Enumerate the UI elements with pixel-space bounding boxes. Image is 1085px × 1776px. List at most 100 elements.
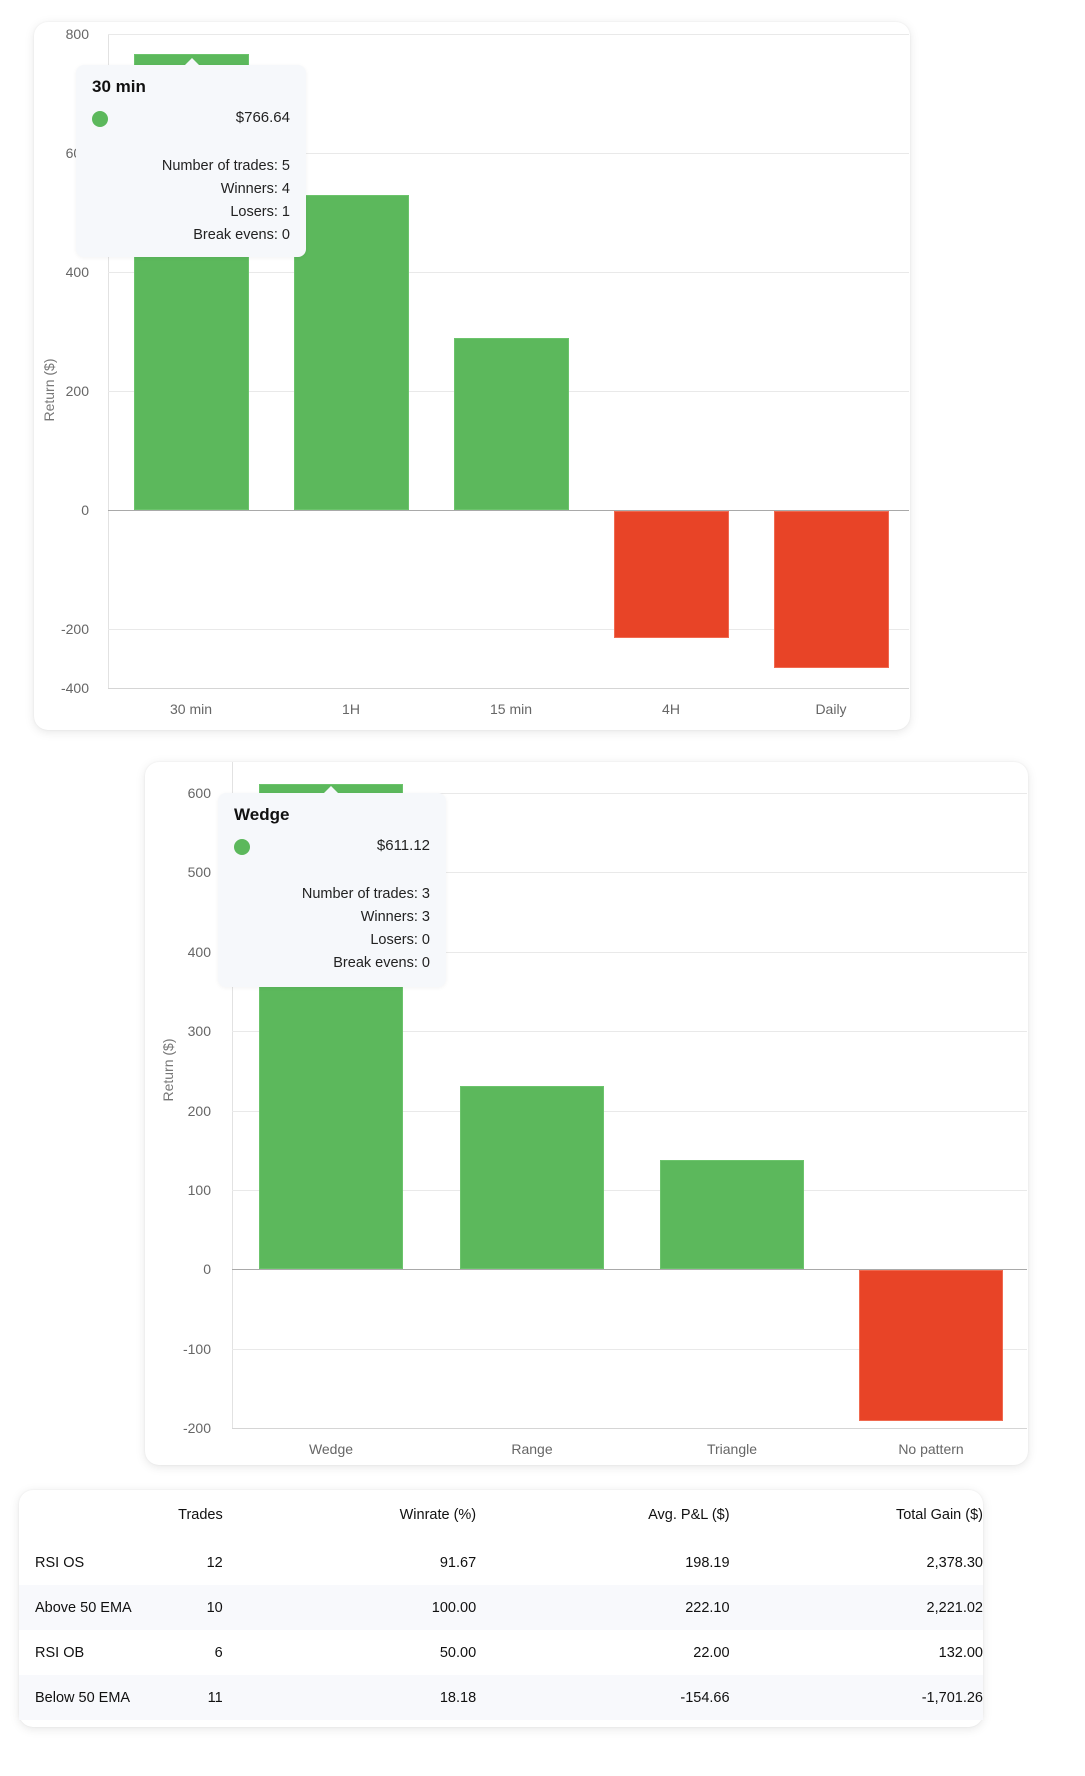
- header-total-gain[interactable]: Total Gain ($): [895, 1507, 983, 1523]
- x-label-15min: 15 min: [489, 701, 533, 717]
- gridline: [232, 1349, 1027, 1350]
- row-trades: 6: [214, 1644, 223, 1661]
- header-name: [19, 1490, 145, 1540]
- gridline: [108, 688, 909, 689]
- series-dot-icon: [92, 111, 108, 127]
- gridline: [108, 272, 909, 273]
- table-row: Above 50 EMA 10 100.00 222.10 2,221.02: [19, 1585, 983, 1630]
- table-row: RSI OB 6 50.00 22.00 132.00: [19, 1630, 983, 1675]
- header-winrate[interactable]: Winrate (%): [399, 1507, 477, 1523]
- row-winrate: 91.67: [439, 1554, 477, 1571]
- gridline: [108, 153, 909, 154]
- row-total-gain: 2,378.30: [926, 1554, 983, 1571]
- gridline: [232, 1111, 1027, 1112]
- gridline: [232, 793, 1027, 794]
- x-label-4h: 4H: [662, 701, 680, 717]
- y-tick-neg200: -200: [60, 621, 89, 637]
- x-label-1h: 1H: [342, 701, 360, 717]
- row-name: Above 50 EMA: [19, 1585, 145, 1630]
- zero-line: [108, 510, 909, 511]
- y-tick-200: 200: [187, 1103, 211, 1119]
- y-tick-600: 600: [187, 785, 211, 801]
- tooltip-trades: Number of trades: 3: [301, 886, 430, 902]
- x-label-no-pattern: No pattern: [898, 1441, 964, 1457]
- tooltip-trades: Number of trades: 5: [161, 158, 290, 174]
- tooltip-break-evens: Break evens: 0: [193, 227, 290, 243]
- table-header-row: Trades Winrate (%) Avg. P&L ($) Total Ga…: [19, 1490, 983, 1540]
- bar-triangle[interactable]: [660, 1160, 804, 1269]
- strategy-stats-table: Trades Winrate (%) Avg. P&L ($) Total Ga…: [19, 1490, 983, 1720]
- gridline: [108, 34, 909, 35]
- tooltip-title: 30 min: [92, 77, 146, 96]
- chart-tooltip: Wedge $611.12 Number of trades: 3 Winner…: [218, 786, 446, 987]
- y-tick-200: 200: [65, 383, 89, 399]
- tooltip-losers: Losers: 1: [230, 204, 290, 220]
- row-winrate: 18.18: [222, 1675, 477, 1720]
- tooltip-title: Wedge: [234, 805, 290, 824]
- tooltip-details: Number of trades: 3 Winners: 3 Losers: 0…: [302, 883, 430, 975]
- y-axis-line: [232, 762, 233, 1428]
- strategy-stats-table-card: Trades Winrate (%) Avg. P&L ($) Total Ga…: [19, 1490, 983, 1727]
- x-label-daily: Daily: [815, 701, 847, 717]
- x-label-triangle: Triangle: [706, 1441, 758, 1457]
- row-avg-pnl: -154.66: [476, 1675, 730, 1720]
- y-tick-neg100: -100: [182, 1341, 211, 1357]
- row-total-gain: 2,221.02: [729, 1585, 983, 1630]
- y-tick-300: 300: [187, 1023, 211, 1039]
- gridline: [232, 872, 1027, 873]
- zero-line: [232, 1269, 1027, 1270]
- gridline: [232, 1190, 1027, 1191]
- row-trades: 12: [206, 1554, 223, 1571]
- series-dot-icon: [234, 839, 250, 855]
- tooltip-winners: Winners: 4: [220, 181, 290, 197]
- row-avg-pnl: 22.00: [693, 1644, 730, 1661]
- header-avg-pnl[interactable]: Avg. P&L ($): [648, 1507, 730, 1523]
- tooltip-break-evens: Break evens: 0: [333, 955, 430, 971]
- y-tick-800: 800: [65, 26, 89, 42]
- bar-daily[interactable]: [774, 511, 889, 668]
- y-tick-neg200: -200: [182, 1420, 211, 1436]
- tooltip-details: Number of trades: 5 Winners: 4 Losers: 1…: [162, 155, 290, 247]
- y-tick-0: 0: [203, 1261, 211, 1277]
- row-avg-pnl: 198.19: [685, 1554, 730, 1571]
- x-label-range: Range: [511, 1441, 553, 1457]
- row-name: RSI OB: [35, 1644, 85, 1661]
- row-name: Below 50 EMA: [19, 1675, 145, 1720]
- row-trades: 11: [144, 1675, 223, 1720]
- tooltip-winners: Winners: 3: [360, 909, 430, 925]
- gridline: [108, 629, 909, 630]
- y-tick-500: 500: [187, 864, 211, 880]
- bar-no-pattern[interactable]: [859, 1270, 1003, 1421]
- row-trades: 10: [144, 1585, 223, 1630]
- row-total-gain: -1,701.26: [729, 1675, 983, 1720]
- tooltip-value: $766.64: [235, 109, 290, 126]
- timeframe-chart-card: Return ($) 800 600 400 200 0 -200 -400 3…: [34, 22, 910, 730]
- x-label-wedge: Wedge: [308, 1441, 354, 1457]
- gridline: [232, 1428, 1027, 1429]
- row-avg-pnl: 222.10: [476, 1585, 730, 1630]
- gridline: [232, 1031, 1027, 1032]
- pattern-chart-card: Return ($) 600 500 400 300 200 100 0 -10…: [145, 762, 1028, 1465]
- y-tick-neg400: -400: [60, 680, 89, 696]
- tooltip-value: $611.12: [376, 837, 430, 854]
- tooltip-caret: [185, 58, 199, 65]
- y-tick-100: 100: [187, 1182, 211, 1198]
- bar-range[interactable]: [460, 1086, 604, 1269]
- header-trades[interactable]: Trades: [178, 1507, 223, 1523]
- row-name: RSI OS: [35, 1554, 85, 1571]
- bar-15min[interactable]: [454, 338, 569, 510]
- y-axis-line: [108, 34, 109, 688]
- gridline: [232, 952, 1027, 953]
- bar-4h[interactable]: [614, 511, 729, 638]
- row-total-gain: 132.00: [938, 1644, 983, 1661]
- chart-tooltip: 30 min $766.64 Number of trades: 5 Winne…: [76, 58, 306, 257]
- y-tick-400: 400: [65, 264, 89, 280]
- tooltip-losers: Losers: 0: [370, 932, 430, 948]
- table-row: RSI OS 12 91.67 198.19 2,378.30: [19, 1540, 983, 1585]
- y-tick-400: 400: [187, 944, 211, 960]
- table-row: Below 50 EMA 11 18.18 -154.66 -1,701.26: [19, 1675, 983, 1720]
- tooltip-caret: [324, 786, 338, 793]
- y-axis-title: Return ($): [160, 1038, 176, 1102]
- row-winrate: 100.00: [222, 1585, 477, 1630]
- bar-1h[interactable]: [294, 195, 409, 510]
